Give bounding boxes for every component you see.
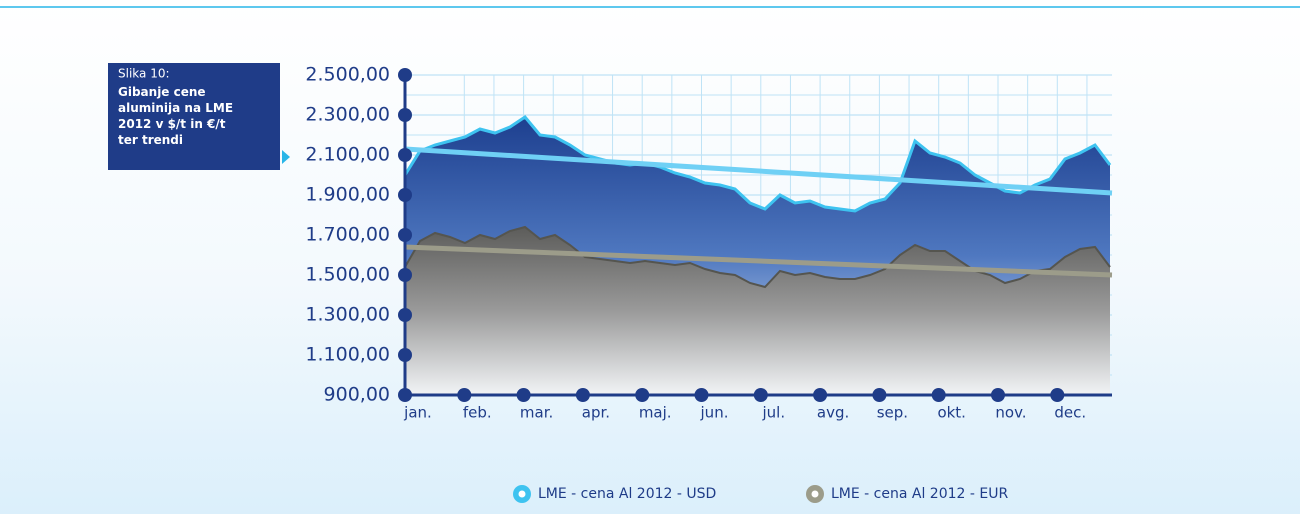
trend-line bbox=[404, 146, 1113, 196]
legend-marker-center bbox=[811, 490, 819, 498]
y-tick-dot bbox=[398, 308, 412, 322]
y-tick-label: 2.300,00 bbox=[305, 104, 390, 126]
x-tick-dot bbox=[457, 388, 472, 402]
caption-label: Slika 10: bbox=[118, 67, 170, 81]
x-tick-label: maj. bbox=[639, 404, 672, 422]
x-tick-label: okt. bbox=[937, 404, 966, 422]
y-tick-dot bbox=[398, 388, 412, 402]
y-tick-label: 1.900,00 bbox=[305, 184, 390, 206]
x-tick-dot bbox=[575, 388, 590, 402]
x-tick-dot bbox=[694, 388, 709, 402]
x-tick-label: sep. bbox=[877, 404, 908, 422]
x-tick-label: feb. bbox=[463, 404, 492, 422]
legend-label: LME - cena Al 2012 - EUR bbox=[831, 486, 1008, 502]
x-tick-dot bbox=[1050, 388, 1065, 402]
x-tick-label: dec. bbox=[1054, 404, 1086, 422]
y-tick-dot bbox=[398, 68, 412, 82]
x-tick-label: jun. bbox=[700, 404, 729, 422]
y-tick-dot bbox=[398, 228, 412, 242]
trend-line bbox=[404, 244, 1113, 278]
line bbox=[404, 225, 1111, 289]
y-tick-label: 1.500,00 bbox=[305, 264, 390, 286]
x-tick-dot bbox=[991, 388, 1005, 402]
x-tick-dot bbox=[635, 388, 650, 402]
x-tick-label: mar. bbox=[520, 404, 553, 422]
legend-label: LME - cena Al 2012 - USD bbox=[538, 486, 716, 502]
caption-title: Gibanje cene aluminija na LME 2012 v $/t i… bbox=[118, 85, 233, 147]
y-tick-dot bbox=[398, 348, 412, 362]
y-tick-label: 900,00 bbox=[324, 384, 390, 406]
y-tick-dot bbox=[398, 108, 412, 122]
y-tick-dot bbox=[398, 188, 412, 202]
x-tick-dot bbox=[516, 388, 531, 402]
x-tick-label: apr. bbox=[582, 404, 610, 422]
x-tick-dot bbox=[872, 388, 887, 402]
caption-arrow bbox=[282, 150, 290, 164]
y-tick-dot bbox=[398, 268, 412, 282]
x-tick-label: jan. bbox=[403, 404, 432, 422]
x-tick-label: avg. bbox=[817, 404, 849, 422]
legend-marker-center bbox=[518, 490, 526, 498]
caption-title: Gibanje cene aluminija na LME 2012 v $/t i… bbox=[118, 85, 233, 147]
x-tick-dot bbox=[813, 388, 828, 402]
x-tick-label: jul. bbox=[761, 404, 785, 422]
y-tick-label: 2.100,00 bbox=[305, 144, 390, 166]
x-tick-label: nov. bbox=[995, 404, 1026, 422]
x-tick-dot bbox=[753, 388, 768, 402]
y-tick-label: 2.500,00 bbox=[305, 64, 390, 86]
y-tick-label: 1.100,00 bbox=[305, 344, 390, 366]
y-tick-dot bbox=[398, 148, 412, 162]
x-tick-dot bbox=[931, 388, 946, 402]
y-tick-label: 1.700,00 bbox=[305, 224, 390, 246]
y-tick-label: 1.300,00 bbox=[305, 304, 390, 326]
caption-box bbox=[108, 63, 280, 170]
